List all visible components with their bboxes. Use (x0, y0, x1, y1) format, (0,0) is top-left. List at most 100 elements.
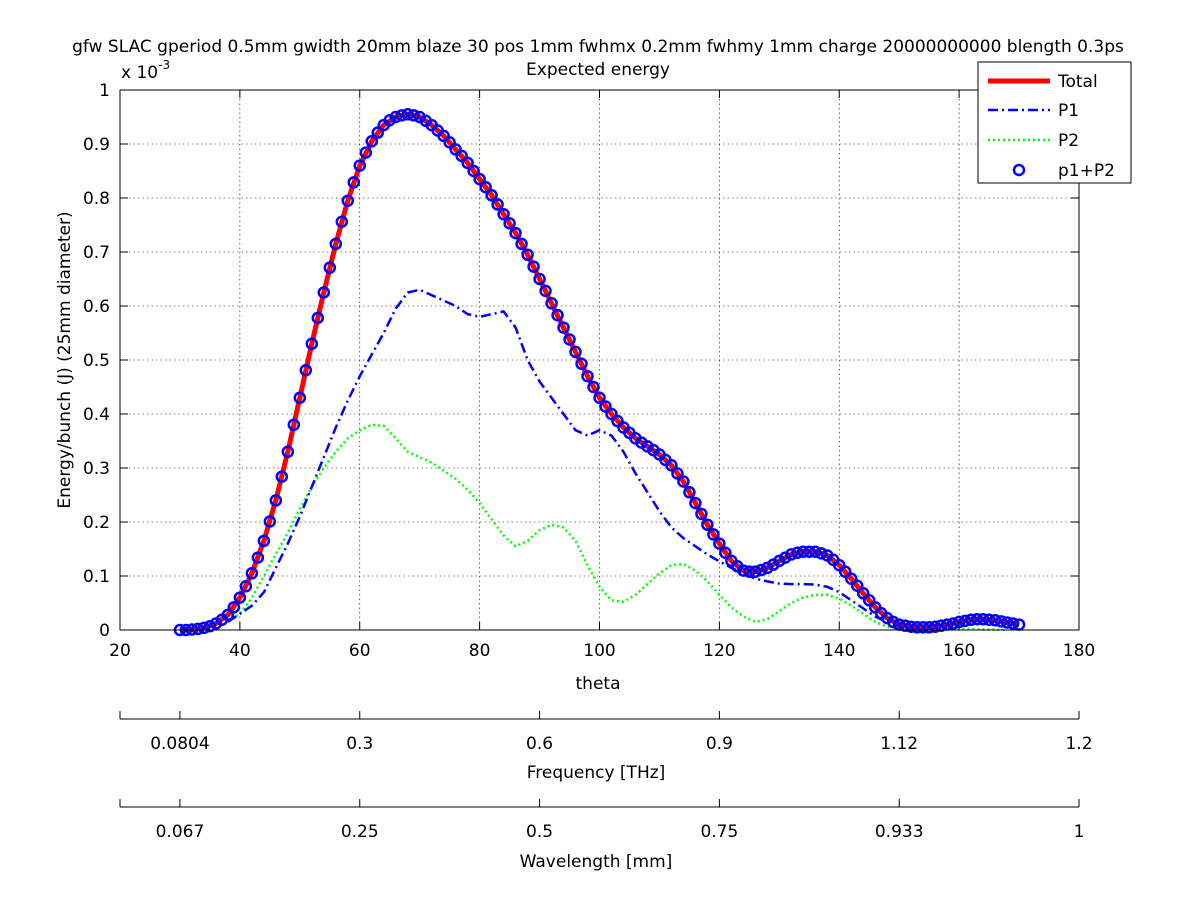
data-point (563, 333, 576, 346)
data-point (323, 261, 337, 274)
x-tick-label: 120 (703, 641, 735, 661)
data-point (569, 345, 582, 359)
legend-entry-label: Total (1057, 72, 1098, 92)
data-point (299, 364, 313, 377)
data-point (886, 615, 900, 629)
data-point (976, 612, 990, 626)
data-point (904, 620, 918, 634)
data-point (365, 135, 378, 148)
data-point (982, 613, 996, 626)
data-point (533, 272, 546, 286)
y-tick-label: 0.4 (83, 405, 110, 425)
data-point (455, 149, 468, 163)
data-point (197, 621, 211, 635)
data-point (539, 284, 552, 298)
series-layer (173, 108, 1026, 637)
data-point (407, 109, 420, 122)
data-point (803, 545, 816, 558)
data-point (545, 297, 558, 310)
data-point (275, 470, 289, 483)
data-point (988, 614, 1002, 627)
legend-entry-label: p1+P2 (1058, 161, 1115, 181)
data-point (203, 619, 217, 633)
data-point (293, 391, 307, 405)
data-point (227, 601, 241, 614)
x-tick-label: 80 (469, 641, 491, 661)
data-point (389, 110, 402, 124)
y-tick-label: 0.7 (83, 243, 110, 263)
data-point (713, 537, 726, 550)
y-tick-label: 0.6 (83, 297, 110, 317)
data-point (329, 237, 343, 251)
grid-lines (120, 90, 1079, 630)
data-point (551, 308, 564, 322)
y-tick-label: 0.1 (83, 567, 110, 587)
data-point (785, 548, 798, 561)
data-point (599, 400, 612, 413)
y-tick-label: 0.2 (83, 513, 110, 533)
secondary-axis-tick-label: 0.6 (526, 734, 553, 754)
data-point (719, 546, 732, 560)
data-point (970, 612, 984, 626)
legend: Total P1 P2 p1+P2 (977, 61, 1132, 184)
data-point (581, 369, 594, 383)
data-point (503, 217, 516, 230)
data-point (347, 176, 361, 189)
frequency-axis-label: Frequency [THz] (527, 763, 666, 783)
y-tick-label: 0 (99, 621, 110, 641)
data-point (749, 565, 762, 578)
data-point (527, 260, 540, 273)
axis-ticks: 20 40 60 80 100 120 140 160 180 0 0.1 0.2 0.3 0.4 0.5 0… (83, 81, 1095, 661)
legend-marker (1012, 163, 1026, 177)
x-tick-label: 160 (943, 641, 975, 661)
y-exponent-label: x 10-3 (121, 58, 170, 83)
data-point (815, 547, 828, 560)
data-point (473, 172, 486, 186)
data-point (245, 567, 259, 580)
data-point (689, 496, 702, 510)
data-point (353, 159, 366, 172)
data-point (755, 563, 768, 577)
data-point (317, 286, 331, 299)
data-point (701, 518, 714, 531)
data-point (281, 445, 295, 459)
data-point (395, 109, 408, 122)
data-point (683, 486, 696, 499)
secondary-axis-tick-label: 0.25 (341, 822, 379, 842)
data-point (809, 545, 822, 558)
data-point (287, 418, 301, 432)
data-point (491, 198, 504, 211)
data-point (934, 619, 948, 632)
secondary-axis-tick-label: 0.9 (706, 734, 733, 754)
wavelength-axis: Wavelength [mm] 0.067 0.25 0.5 0.75 0.933 1 (119, 799, 1085, 872)
data-point (707, 528, 720, 541)
secondary-axis-tick-label: 1 (1074, 822, 1085, 842)
series-line-p1 (227, 288, 924, 632)
data-point (257, 534, 271, 548)
data-point (371, 126, 384, 139)
series-p1-p2-markers (173, 108, 1026, 637)
data-point (233, 591, 247, 604)
data-point (251, 551, 265, 564)
data-point (575, 357, 588, 371)
y-tick-label: 1 (99, 81, 110, 101)
data-point (737, 564, 750, 577)
data-point (964, 613, 978, 626)
x-tick-label: 20 (109, 641, 131, 661)
data-point (221, 608, 235, 622)
data-point (359, 146, 372, 159)
data-point (862, 594, 876, 607)
x-tick-label: 60 (349, 641, 371, 661)
data-point (509, 226, 522, 240)
data-point (1006, 617, 1020, 630)
data-point (593, 391, 606, 405)
secondary-axis-tick-label: 0.067 (156, 822, 205, 842)
data-point (479, 180, 492, 194)
x-axis-label: theta (576, 674, 621, 694)
data-point (497, 207, 510, 221)
secondary-axis-tick-label: 1.2 (1065, 734, 1092, 754)
y-tick-label: 0.8 (83, 189, 110, 209)
data-point (928, 620, 942, 634)
data-point (239, 580, 253, 593)
data-point (898, 619, 912, 632)
